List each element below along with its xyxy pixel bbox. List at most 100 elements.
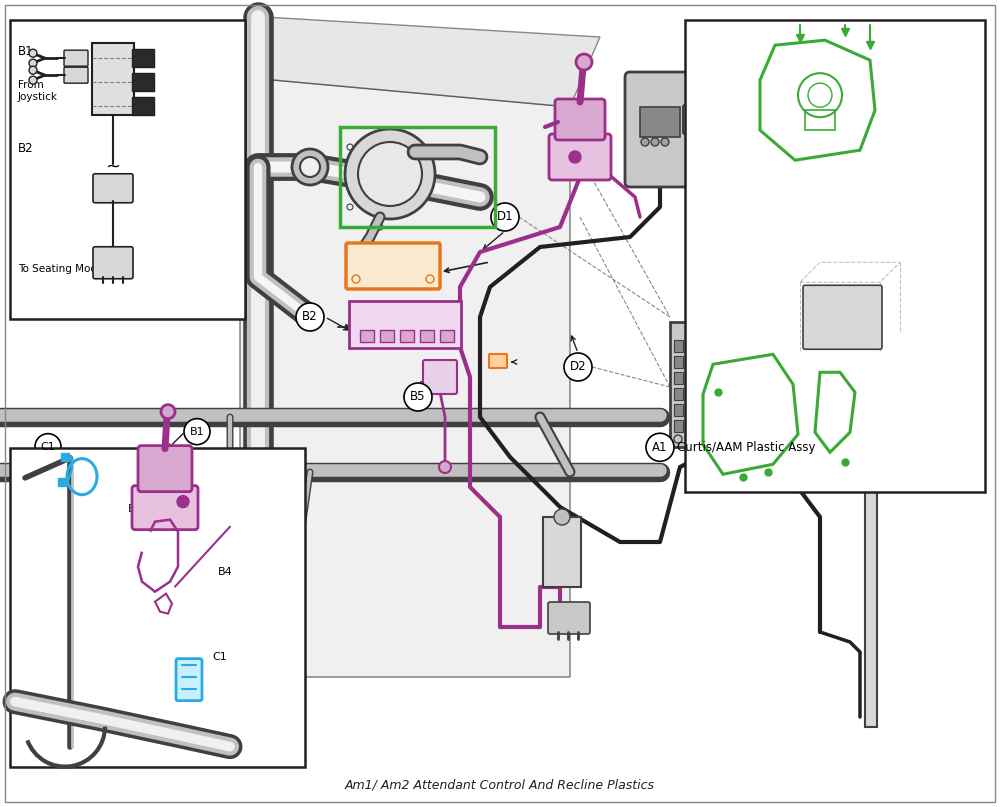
Text: B5: B5 <box>410 391 426 404</box>
Circle shape <box>207 644 233 670</box>
Circle shape <box>791 373 799 381</box>
FancyBboxPatch shape <box>346 243 440 289</box>
Bar <box>380 330 394 342</box>
FancyBboxPatch shape <box>93 247 133 278</box>
Text: B3: B3 <box>128 504 142 513</box>
Bar <box>670 322 775 447</box>
Polygon shape <box>240 17 600 107</box>
Text: B1: B1 <box>190 427 204 437</box>
Circle shape <box>177 495 189 508</box>
Circle shape <box>564 353 592 381</box>
Circle shape <box>491 203 519 231</box>
Bar <box>132 97 154 115</box>
Text: A1: A1 <box>652 441 668 454</box>
Bar <box>543 517 581 587</box>
Bar <box>340 127 495 227</box>
Circle shape <box>404 383 432 411</box>
FancyBboxPatch shape <box>549 134 611 180</box>
Bar <box>686 404 695 416</box>
Circle shape <box>161 404 175 419</box>
Text: B1: B1 <box>18 45 34 58</box>
Circle shape <box>661 138 669 146</box>
Circle shape <box>29 59 37 67</box>
Circle shape <box>646 433 674 462</box>
Bar <box>640 107 680 137</box>
Bar <box>674 404 683 416</box>
FancyBboxPatch shape <box>555 99 605 140</box>
Bar <box>862 367 880 462</box>
Bar <box>848 295 897 359</box>
Circle shape <box>345 129 435 219</box>
FancyBboxPatch shape <box>625 72 710 187</box>
FancyBboxPatch shape <box>64 50 88 66</box>
FancyBboxPatch shape <box>548 602 590 634</box>
Bar <box>420 330 434 342</box>
Text: B2: B2 <box>302 311 318 324</box>
Circle shape <box>29 49 37 57</box>
Bar <box>674 420 683 432</box>
Circle shape <box>694 75 708 89</box>
FancyBboxPatch shape <box>64 67 88 83</box>
Bar <box>686 356 695 368</box>
FancyBboxPatch shape <box>138 445 192 491</box>
FancyBboxPatch shape <box>132 486 198 529</box>
Circle shape <box>595 164 605 174</box>
Bar <box>92 44 134 115</box>
FancyBboxPatch shape <box>683 105 715 134</box>
Bar <box>674 356 683 368</box>
Circle shape <box>576 54 592 70</box>
Bar <box>674 372 683 384</box>
Text: C1: C1 <box>213 651 227 662</box>
Circle shape <box>791 343 799 351</box>
Polygon shape <box>240 77 570 677</box>
Bar <box>686 420 695 432</box>
FancyBboxPatch shape <box>176 659 202 700</box>
Text: Curtis/AAM Plastic Assy: Curtis/AAM Plastic Assy <box>677 441 816 454</box>
Bar <box>132 73 154 91</box>
Bar <box>674 388 683 400</box>
Bar <box>865 462 877 727</box>
Bar <box>686 340 695 352</box>
Text: B2: B2 <box>18 142 34 155</box>
Circle shape <box>29 76 37 84</box>
FancyBboxPatch shape <box>803 285 882 349</box>
Circle shape <box>439 461 451 473</box>
Bar <box>805 111 835 130</box>
Circle shape <box>212 558 238 584</box>
FancyBboxPatch shape <box>423 360 457 394</box>
Bar <box>10 20 245 319</box>
Circle shape <box>292 149 328 185</box>
Text: C1: C1 <box>41 441 55 452</box>
Bar <box>840 287 905 367</box>
Circle shape <box>122 495 148 521</box>
Circle shape <box>651 138 659 146</box>
Bar <box>440 330 454 342</box>
Circle shape <box>554 509 570 525</box>
Bar <box>686 372 695 384</box>
Text: From
Joystick: From Joystick <box>18 80 58 102</box>
Circle shape <box>358 142 422 206</box>
Bar <box>686 388 695 400</box>
Circle shape <box>184 419 210 445</box>
Bar <box>400 330 414 342</box>
Circle shape <box>641 138 649 146</box>
Circle shape <box>29 66 37 74</box>
Text: Am1/ Am2 Attendant Control And Recline Plastics: Am1/ Am2 Attendant Control And Recline P… <box>345 779 655 792</box>
Text: To Seating Module: To Seating Module <box>18 264 113 274</box>
Text: D2: D2 <box>570 361 586 374</box>
Bar <box>10 448 305 767</box>
FancyBboxPatch shape <box>93 174 133 203</box>
Circle shape <box>296 303 324 331</box>
Circle shape <box>35 433 61 460</box>
Text: B4: B4 <box>218 567 232 577</box>
Bar <box>360 330 374 342</box>
Text: D1: D1 <box>497 211 513 224</box>
Bar <box>685 20 985 492</box>
Text: ~: ~ <box>106 157 120 176</box>
Circle shape <box>569 151 581 163</box>
Bar <box>674 340 683 352</box>
Circle shape <box>300 157 320 177</box>
FancyBboxPatch shape <box>349 301 461 348</box>
Bar <box>132 49 154 67</box>
FancyBboxPatch shape <box>489 354 507 368</box>
